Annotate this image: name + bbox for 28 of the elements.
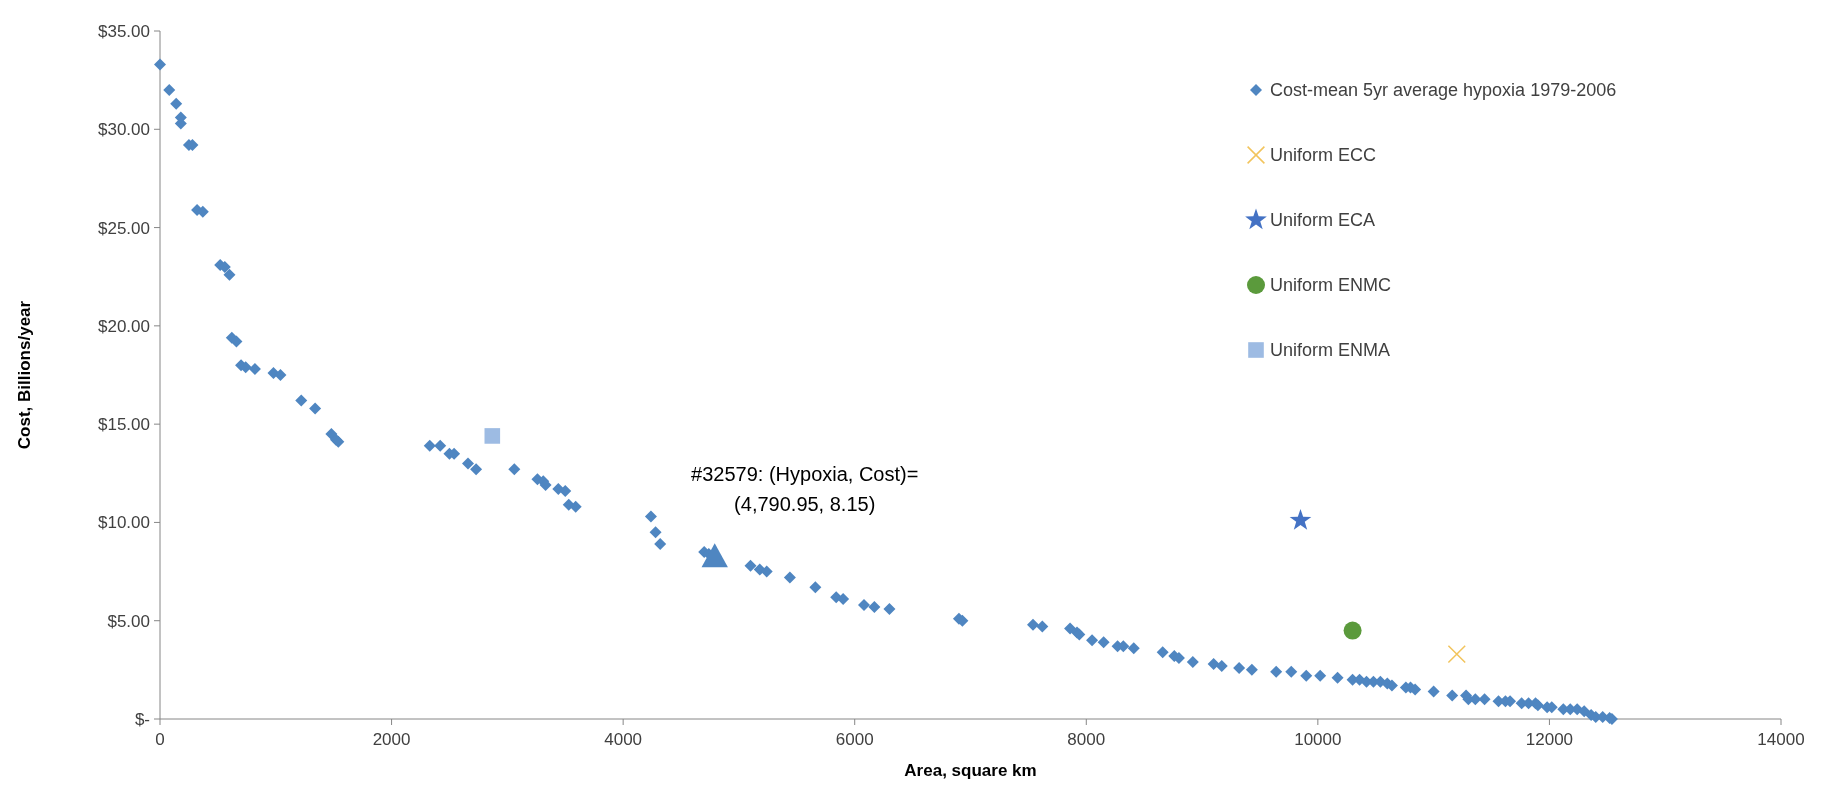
x-tick-label: 6000: [835, 730, 874, 749]
legend-label: Uniform ECA: [1270, 210, 1376, 231]
y-tick-label: $10.00: [98, 513, 150, 533]
y-tick-label: $25.00: [98, 218, 150, 238]
y-tick-label: $35.00: [98, 21, 150, 41]
y-tick-label: $5.00: [107, 611, 150, 631]
x-axis-title: Area, square km: [904, 761, 1037, 780]
legend-label: Uniform ENMA: [1270, 340, 1391, 361]
x-tick-label: 10000: [1294, 730, 1342, 749]
point: [1289, 509, 1312, 530]
point: [484, 428, 501, 444]
x-tick-label: 4000: [604, 730, 643, 749]
x-tick-label: 0: [155, 730, 165, 749]
y-tick-label: $20.00: [98, 316, 150, 336]
y-axis-title: Cost, Billions/year: [15, 300, 34, 450]
y-tick-label: $30.00: [98, 120, 150, 140]
y-tick-label: $-: [134, 709, 150, 729]
legend-label: Uniform ENMC: [1270, 275, 1392, 296]
x-tick-label: 8000: [1067, 730, 1106, 749]
x-tick-label: 12000: [1525, 730, 1574, 749]
x-tick-label: 2000: [372, 730, 411, 749]
point: [1343, 621, 1362, 640]
y-tick-label: $15.00: [98, 415, 150, 435]
x-tick-label: 14000: [1757, 730, 1805, 749]
legend-label: Uniform ECC: [1270, 145, 1377, 166]
annotation: #32579: (Hypoxia, Cost)= (4,790.95, 8.15): [691, 462, 919, 515]
legend-label: Cost-mean 5yr average hypoxia 1979-2006: [1270, 80, 1617, 101]
point: [1447, 644, 1466, 664]
